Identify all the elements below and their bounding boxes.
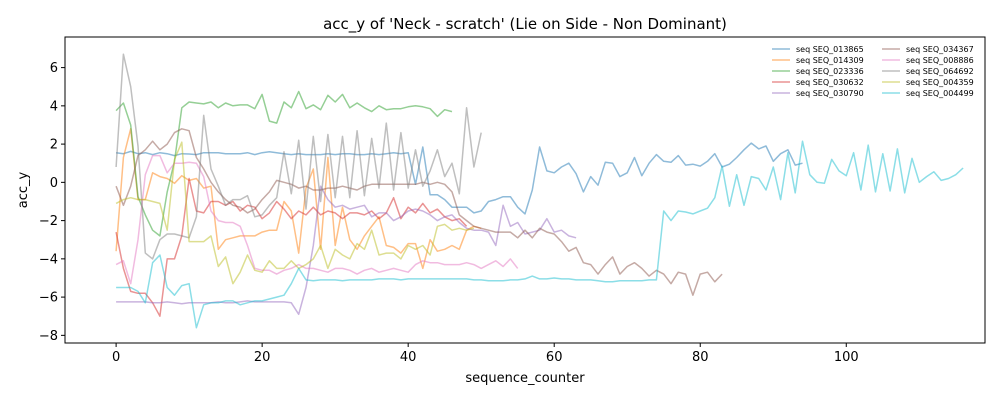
x-tick-label-2: 40 [400,350,417,365]
legend-label-1: seq SEQ_014309 [796,56,864,65]
x-axis: 0 20 40 60 80 100 [112,343,859,365]
y-tick-label-1: −6 [39,291,58,306]
legend-label-3: seq SEQ_030632 [796,78,864,87]
legend-label-6: seq SEQ_008886 [906,56,974,65]
y-axis-title: acc_y [16,171,31,208]
y-tick-label-5: 2 [50,138,58,153]
series-line-9 [116,140,964,329]
legend-label-7: seq SEQ_064692 [906,67,974,76]
y-tick-label-6: 4 [50,99,58,114]
x-tick-label-1: 20 [254,350,271,365]
x-tick-label-3: 60 [546,350,563,365]
x-tick-label-5: 100 [834,350,859,365]
legend-label-8: seq SEQ_004359 [906,78,974,87]
legend-label-9: seq SEQ_004499 [906,89,974,98]
legend-label-0: seq SEQ_013865 [796,45,864,54]
x-tick-label-0: 0 [112,350,120,365]
series-line-3 [115,177,468,317]
series-line-1 [115,128,482,270]
y-tick-label-2: −4 [39,252,58,267]
series-line-0 [115,142,803,215]
plot-frame [64,36,986,344]
series-line-8 [115,141,475,285]
y-tick-label-3: −2 [39,214,58,229]
series-line-2 [115,90,453,237]
legend-label-2: seq SEQ_023336 [796,67,864,76]
y-axis: −8 −6 −4 −2 0 2 4 6 [39,61,65,344]
legend-label-5: seq SEQ_034367 [906,45,974,54]
series-line-5 [115,128,723,296]
series-line-7 [115,53,482,260]
y-tick-label-0: −8 [39,329,58,344]
chart-title: acc_y of 'Neck - scratch' (Lie on Side -… [323,15,727,34]
legend-label-4: seq SEQ_030790 [796,89,864,98]
plot-area [115,53,964,329]
x-axis-title: sequence_counter [465,371,585,386]
y-tick-label-7: 6 [50,61,58,76]
x-tick-label-4: 80 [692,350,709,365]
y-tick-label-4: 0 [50,176,58,191]
